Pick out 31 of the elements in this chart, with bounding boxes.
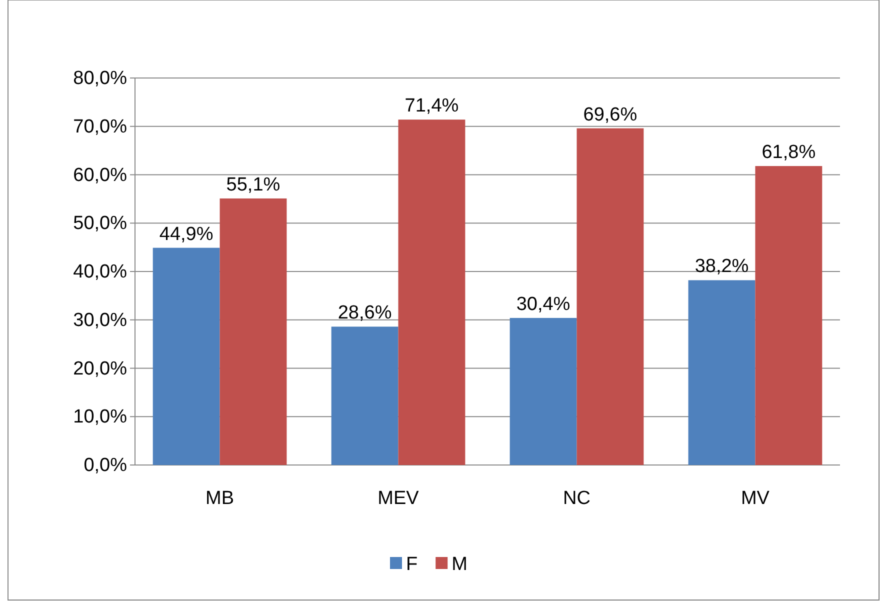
x-tick-label: MEV bbox=[378, 488, 420, 510]
y-tick-label: 40,0% bbox=[73, 262, 128, 283]
y-tick-label: 30,0% bbox=[73, 310, 128, 331]
bar bbox=[331, 326, 398, 465]
bar bbox=[755, 166, 822, 465]
y-tick-label: 70,0% bbox=[73, 116, 128, 138]
y-tick-label: 10,0% bbox=[73, 406, 128, 428]
x-tick-label: NC bbox=[563, 488, 590, 510]
y-tick-label: 60,0% bbox=[73, 164, 128, 186]
y-tick-label: 80,0% bbox=[73, 68, 128, 90]
y-tick-label: 50,0% bbox=[73, 213, 128, 234]
data-label: 38,2% bbox=[694, 256, 749, 278]
x-tick-label: MB bbox=[206, 488, 234, 510]
data-label: 61,8% bbox=[762, 142, 816, 164]
bar bbox=[576, 128, 644, 465]
bar bbox=[398, 120, 466, 465]
y-tick-label: 0,0% bbox=[84, 455, 128, 476]
data-label: 55,1% bbox=[226, 174, 280, 196]
x-tick-label: MV bbox=[740, 488, 770, 510]
data-label: 71,4% bbox=[404, 96, 459, 117]
data-label: 44,9% bbox=[159, 224, 214, 245]
data-label: 28,6% bbox=[338, 302, 392, 324]
data-label: 30,4% bbox=[516, 294, 570, 315]
data-label: 69,6% bbox=[583, 104, 638, 126]
bar bbox=[688, 280, 756, 465]
bar bbox=[510, 318, 577, 465]
legend-label: F bbox=[406, 554, 418, 575]
bar bbox=[220, 198, 287, 465]
bar bbox=[152, 248, 220, 465]
legend-label: M bbox=[452, 554, 468, 575]
y-tick-label: 20,0% bbox=[73, 358, 128, 380]
